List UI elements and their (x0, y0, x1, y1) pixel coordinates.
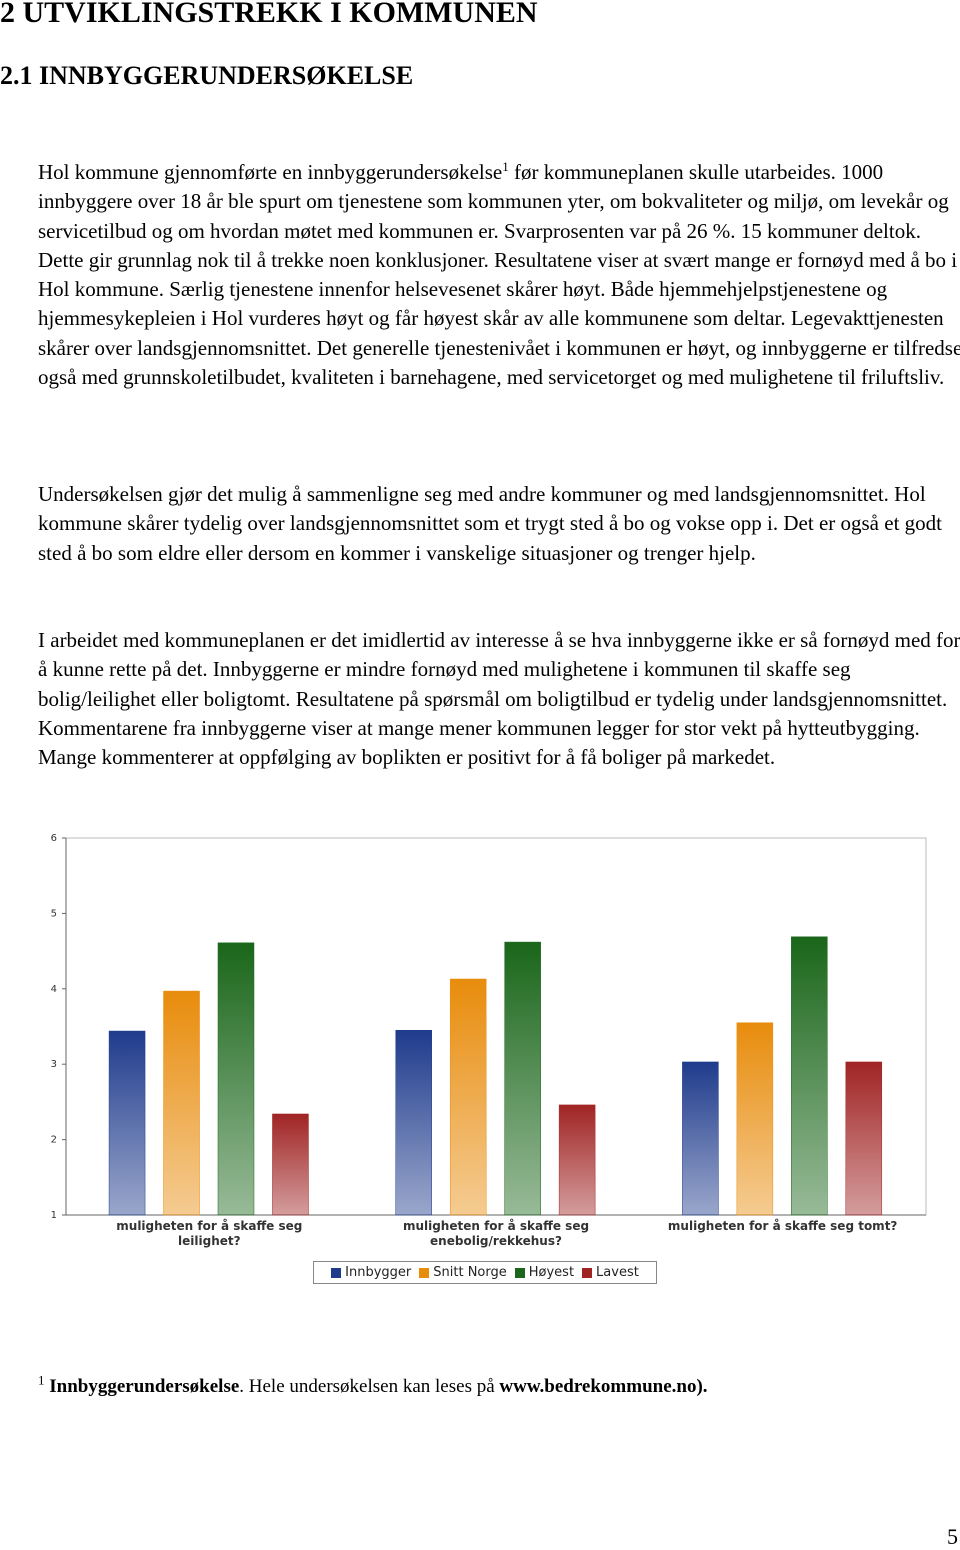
bar (682, 1061, 719, 1216)
paragraph: I arbeidet med kommuneplanen er det imid… (38, 628, 960, 770)
x-tick-label: muligheten for å skaffe seg leilighet? (116, 1219, 303, 1248)
y-tick-label: 4 (51, 984, 57, 995)
y-tick-label: 3 (51, 1059, 57, 1070)
y-tick-label: 2 (51, 1135, 57, 1146)
page-number: 5 (947, 1524, 958, 1549)
footnote: 1 Innbyggerundersøkelse. Hele undersøkel… (38, 1372, 708, 1398)
legend-item: Lavest (582, 1265, 639, 1280)
heading: 2 UTVIKLINGSTREKK I KOMMUNEN (0, 0, 538, 29)
x-tick-label: muligheten for å skaffe seg tomt? (667, 1219, 898, 1233)
paragraph: Undersøkelsen gjør det mulig å sammenlig… (38, 482, 942, 565)
legend-label: Snitt Norge (433, 1265, 507, 1280)
bar (108, 1030, 146, 1216)
legend-swatch (514, 1267, 525, 1278)
bar (791, 936, 828, 1216)
bar (272, 1113, 309, 1216)
bar (163, 990, 200, 1216)
y-tick-label: 1 (51, 1210, 57, 1221)
bar (449, 978, 487, 1216)
legend-label: Høyest (528, 1265, 575, 1280)
footnote-end: ). (696, 1376, 708, 1397)
legend-item: Høyest (514, 1265, 575, 1280)
legend-label: Lavest (596, 1265, 639, 1280)
text: før kommuneplanen skulle utarbeides. 100… (38, 160, 960, 390)
legend-item: Snitt Norge (419, 1265, 507, 1280)
bar (217, 942, 255, 1216)
bar (736, 1022, 774, 1216)
subheading: 2.1 INNBYGGERUNDERSØKELSE (0, 61, 414, 90)
legend-label: Innbygger (345, 1265, 412, 1280)
paragraph: Hol kommune gjennomførte en innbyggerund… (38, 158, 960, 392)
legend-swatch (331, 1267, 342, 1278)
bar (845, 1061, 883, 1216)
footnote-number: 1 (38, 1372, 45, 1388)
bar (395, 1030, 432, 1216)
legend: Innbygger Snitt Norge Høyest Lavest (313, 1261, 657, 1284)
footnote-text: . Hele undersøkelsen kan leses på (239, 1376, 500, 1397)
chart: 1 2 3 4 5 6 (51, 833, 927, 1221)
bar (558, 1104, 596, 1216)
bar (504, 941, 541, 1216)
text: Hol kommune gjennomførte en innbyggerund… (38, 160, 503, 184)
y-tick-label: 6 (51, 833, 57, 844)
footnote-title: Innbyggerundersøkelse (49, 1376, 240, 1397)
y-tick-label: 5 (51, 908, 57, 919)
footnote-ref: 1 (502, 159, 509, 174)
x-tick-label: muligheten for å skaffe seg enebolig/rek… (402, 1219, 590, 1248)
legend-swatch (582, 1267, 593, 1278)
legend-swatch (419, 1267, 430, 1278)
legend-item: Innbygger (331, 1265, 411, 1280)
footnote-link: www.bedrekommune.no (499, 1376, 697, 1397)
